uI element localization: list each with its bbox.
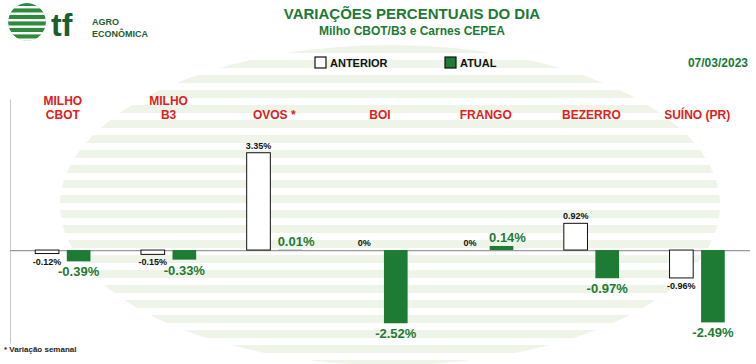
watermark-stripe bbox=[40, 360, 740, 364]
legend: ANTERIOR ATUAL bbox=[315, 57, 497, 69]
x-tick: SUÍNO (PR) bbox=[664, 107, 730, 122]
watermark-stripe bbox=[40, 180, 740, 188]
logo-text: ECONÔMICA bbox=[92, 28, 149, 39]
legend-swatch bbox=[315, 57, 326, 68]
watermark bbox=[40, 45, 740, 364]
data-label: 0.14% bbox=[489, 230, 526, 245]
data-label: -0.33% bbox=[164, 263, 206, 278]
x-axis: MILHOCBOTMILHOB3OVOS *BOIFRANGOBEZERROSU… bbox=[11, 94, 751, 122]
watermark-stripe bbox=[40, 345, 740, 353]
x-tick: MILHOCBOT bbox=[44, 94, 83, 122]
data-label: 0% bbox=[463, 238, 476, 248]
logo-text: tf bbox=[51, 7, 73, 43]
category-label-line: CBOT bbox=[46, 108, 81, 122]
data-label: -0.39% bbox=[58, 264, 100, 279]
data-label: 3.35% bbox=[246, 141, 272, 151]
category-label: BOI bbox=[369, 108, 390, 122]
bar bbox=[141, 250, 165, 254]
data-label: -0.96% bbox=[667, 281, 696, 291]
x-tick: OVOS * bbox=[253, 108, 296, 122]
watermark-stripe bbox=[40, 165, 740, 173]
legend-label: ANTERIOR bbox=[330, 57, 388, 69]
bar bbox=[384, 250, 408, 323]
logo-circle bbox=[8, 3, 46, 41]
bar bbox=[247, 153, 271, 250]
data-label: -2.49% bbox=[692, 325, 734, 340]
category-label-line: OVOS * bbox=[253, 108, 296, 122]
watermark-stripe bbox=[40, 45, 740, 53]
category-label-line: SUÍNO (PR) bbox=[664, 107, 730, 122]
y-axis-line bbox=[10, 100, 11, 344]
category-label-line: MILHO bbox=[44, 94, 83, 108]
category-label-line: BOI bbox=[369, 108, 390, 122]
category-label-line: MILHO bbox=[149, 94, 188, 108]
watermark-stripe bbox=[40, 60, 740, 68]
category-label-line: FRANGO bbox=[460, 108, 512, 122]
data-label: 0% bbox=[358, 238, 371, 248]
data-label: -0.97% bbox=[587, 281, 629, 296]
bar bbox=[458, 250, 482, 251]
y-axis bbox=[10, 100, 750, 344]
category-label-line: B3 bbox=[161, 108, 177, 122]
subtitle: Milho CBOT/B3 e Carnes CEPEA bbox=[319, 24, 505, 38]
category-label: MILHOCBOT bbox=[44, 94, 83, 122]
watermark-stripe bbox=[40, 75, 740, 83]
x-tick: BEZERRO bbox=[562, 108, 621, 122]
y-tick bbox=[10, 250, 750, 251]
watermark-stripe bbox=[40, 195, 740, 203]
logo-text: AGRO bbox=[92, 17, 119, 27]
data-labels: -0.12%-0.15%3.35%0%0%0.92%-0.96%-0.39%-0… bbox=[33, 141, 734, 342]
legend-item: ATUAL bbox=[445, 57, 497, 69]
x-tick: FRANGO bbox=[460, 108, 512, 122]
watermark-stripe bbox=[40, 90, 740, 98]
logo: tf AGROECONÔMICA bbox=[0, 3, 149, 43]
x-tick: MILHOB3 bbox=[149, 94, 188, 122]
bar bbox=[564, 223, 588, 250]
data-label: 0.92% bbox=[563, 211, 589, 221]
date: 07/03/2023 bbox=[688, 56, 748, 70]
watermark-stripe bbox=[40, 210, 740, 218]
zero-line bbox=[10, 250, 750, 251]
watermark-stripe bbox=[40, 150, 740, 158]
bar bbox=[278, 249, 302, 250]
category-label: BEZERRO bbox=[562, 108, 621, 122]
category-label: FRANGO bbox=[460, 108, 512, 122]
bar bbox=[173, 250, 197, 260]
data-label: 0.01% bbox=[278, 234, 315, 249]
category-label-line: BEZERRO bbox=[562, 108, 621, 122]
bar bbox=[595, 250, 619, 278]
legend-item: ANTERIOR bbox=[315, 57, 388, 69]
bars bbox=[35, 153, 725, 324]
bar bbox=[35, 250, 59, 253]
category-label: OVOS * bbox=[253, 108, 296, 122]
footnote: * Variação semanal bbox=[4, 345, 77, 354]
title: VARIAÇÕES PERCENTUAIS DO DIA bbox=[284, 5, 541, 22]
bar bbox=[67, 250, 91, 261]
watermark-stripe bbox=[40, 135, 740, 143]
watermark-stripe bbox=[40, 240, 740, 248]
data-label: -2.52% bbox=[375, 326, 417, 341]
legend-swatch bbox=[445, 57, 456, 68]
category-label: SUÍNO (PR) bbox=[664, 107, 730, 122]
chart: tf AGROECONÔMICA VARIAÇÕES PERCENTUAIS DO … bbox=[0, 0, 756, 364]
bar bbox=[701, 250, 725, 322]
bar bbox=[490, 246, 514, 250]
x-tick: BOI bbox=[369, 108, 390, 122]
category-label: MILHOB3 bbox=[149, 94, 188, 122]
watermark-stripe bbox=[40, 225, 740, 233]
legend-label: ATUAL bbox=[460, 57, 497, 69]
bar bbox=[352, 250, 376, 251]
bar bbox=[670, 250, 694, 278]
